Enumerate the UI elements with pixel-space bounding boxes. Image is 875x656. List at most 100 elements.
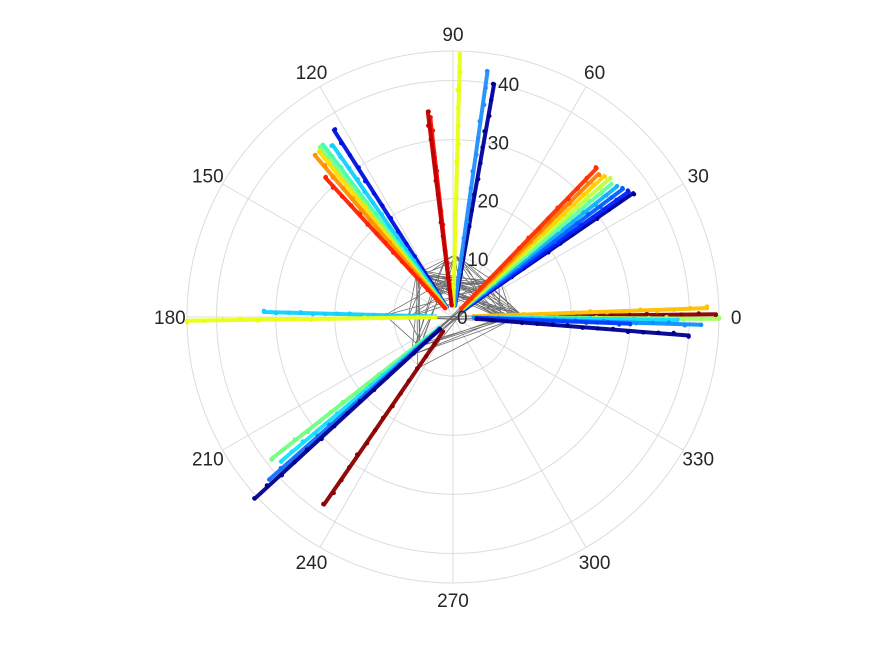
ray-point — [614, 183, 620, 189]
ray-point — [364, 440, 370, 446]
ray-point — [487, 276, 493, 281]
ray-point — [356, 165, 361, 170]
ray-point — [316, 149, 322, 154]
theta-tick-180: 180 — [154, 308, 186, 329]
ray-point — [425, 287, 430, 292]
ray-point — [454, 195, 459, 200]
ray-point — [563, 230, 569, 235]
ray-point — [576, 191, 582, 196]
ray-point — [376, 372, 382, 377]
ray-point — [357, 398, 363, 404]
ray-point — [608, 176, 613, 181]
ray-point — [631, 192, 637, 197]
series-ray-17 — [452, 68, 490, 308]
ray-point — [681, 317, 687, 322]
ray-point — [498, 266, 503, 271]
ray-point — [267, 477, 272, 482]
ray-point — [184, 320, 190, 325]
theta-tick-240: 240 — [296, 553, 328, 574]
ray-point — [300, 439, 305, 444]
ray-point — [616, 322, 622, 327]
ray-point — [432, 341, 437, 347]
ray-point — [476, 176, 481, 182]
ray-point — [387, 239, 393, 245]
ray-point — [346, 165, 352, 171]
ray-point — [371, 312, 377, 318]
ray-point — [397, 315, 403, 320]
ray-point — [562, 318, 567, 324]
ray-point — [519, 320, 525, 326]
ray-point — [319, 436, 324, 442]
ray-point — [442, 306, 448, 311]
ray-point — [475, 135, 481, 141]
ray-point — [480, 145, 485, 150]
ray-point — [567, 201, 572, 206]
ray-point — [384, 375, 390, 380]
ray-point — [435, 192, 441, 197]
ray-point — [595, 320, 600, 325]
r-tick-30: 30 — [488, 133, 509, 154]
ray-point — [252, 496, 257, 501]
ray-point — [331, 490, 336, 496]
theta-tick-210: 210 — [192, 450, 224, 471]
ray-point — [305, 429, 311, 434]
ray-point — [406, 378, 412, 384]
ray-point — [586, 193, 591, 199]
ray-point — [380, 203, 385, 208]
ray-point — [269, 457, 275, 462]
ray-point — [526, 235, 531, 241]
series-ray-6 — [474, 316, 691, 339]
ray-point — [610, 326, 616, 332]
ray-point — [455, 87, 460, 93]
ray-point — [434, 296, 439, 302]
ray-point — [414, 366, 420, 371]
ray-point — [459, 252, 464, 258]
ray-point — [598, 204, 603, 210]
ray-point — [278, 465, 284, 471]
ray-point — [468, 185, 474, 191]
ray-point — [487, 113, 492, 119]
ray-point — [304, 447, 310, 452]
ray-point — [220, 317, 225, 322]
ray-point — [238, 316, 243, 321]
ray-point — [577, 208, 582, 213]
ray-point — [591, 182, 596, 187]
ray-point — [339, 477, 344, 483]
ray-point — [566, 217, 572, 223]
ray-point — [426, 123, 431, 128]
ray-point — [644, 311, 649, 316]
ray-point — [588, 315, 593, 321]
ray-point — [291, 316, 296, 321]
ray-point — [686, 334, 691, 339]
data-rays — [184, 51, 722, 507]
ray-point — [546, 216, 551, 221]
grid-spoke-330 — [452, 316, 684, 451]
ray-point — [440, 233, 446, 239]
ray-point — [292, 437, 297, 442]
ray-point — [322, 163, 328, 168]
ray-point — [633, 320, 639, 326]
ray-point — [202, 318, 207, 324]
ray-point — [371, 200, 376, 206]
ray-point — [433, 315, 438, 320]
ray-point — [489, 97, 494, 103]
ray-point — [365, 222, 370, 227]
ray-point — [552, 239, 557, 244]
ray-point — [328, 409, 334, 415]
ray-point — [696, 311, 701, 316]
ray-point — [456, 141, 461, 146]
ray-point — [595, 326, 600, 331]
theta-tick-150: 150 — [192, 166, 224, 187]
ray-point — [566, 213, 571, 219]
ray-point — [602, 206, 608, 212]
ray-point — [688, 306, 693, 311]
ray-point — [551, 318, 556, 324]
ray-point — [437, 206, 443, 211]
ray-point — [469, 208, 474, 213]
ray-point — [317, 419, 322, 424]
ray-point — [286, 310, 291, 315]
ray-point — [338, 154, 343, 160]
ray-point — [699, 316, 704, 321]
ray-point — [399, 259, 405, 264]
